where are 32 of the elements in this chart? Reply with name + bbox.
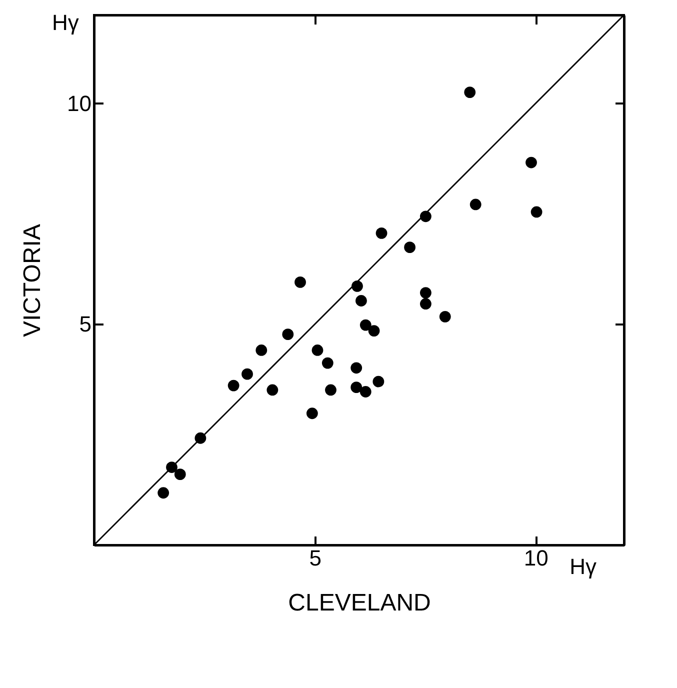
point xyxy=(294,276,306,288)
point xyxy=(368,325,380,336)
text: Hγ xyxy=(52,10,79,35)
y-axis-title: VICTORIA xyxy=(19,224,46,337)
point xyxy=(530,206,542,218)
point xyxy=(420,287,432,298)
point xyxy=(372,376,384,388)
point xyxy=(360,319,372,331)
point xyxy=(256,344,268,356)
x-axis-title: CLEVELAND xyxy=(288,590,431,616)
point xyxy=(322,357,334,369)
point xyxy=(282,328,294,340)
point xyxy=(439,310,451,322)
point xyxy=(526,156,537,168)
point xyxy=(420,298,432,310)
point xyxy=(404,242,416,254)
point xyxy=(158,487,170,499)
point xyxy=(325,384,336,396)
point xyxy=(350,382,362,394)
point xyxy=(464,86,476,98)
point xyxy=(266,384,278,396)
text: Hγ xyxy=(570,554,597,579)
point xyxy=(312,344,324,356)
point xyxy=(228,380,240,392)
point xyxy=(306,408,318,420)
point xyxy=(350,362,362,374)
point xyxy=(470,198,482,210)
point xyxy=(360,386,372,398)
point xyxy=(242,368,253,380)
point xyxy=(376,227,388,239)
point xyxy=(174,468,186,480)
point xyxy=(356,295,367,306)
